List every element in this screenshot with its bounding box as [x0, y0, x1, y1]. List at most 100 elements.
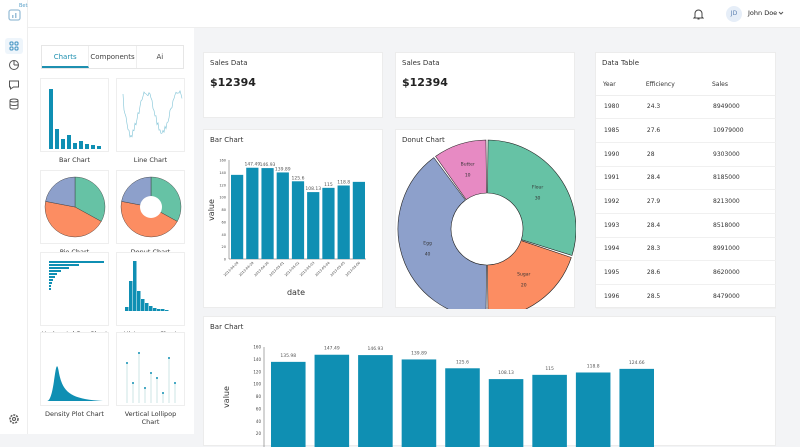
data-label: 139.89: [275, 166, 291, 172]
table-cell: 10979000: [705, 119, 776, 143]
table-row: 1996 28.5 8479000: [596, 285, 776, 309]
pie-chart-icon[interactable]: [8, 59, 20, 71]
gallery-item-density-plot-chart[interactable]: [40, 332, 109, 406]
table-cell: 28.6: [639, 261, 705, 285]
thumbnail-preview: [117, 79, 186, 153]
table-row: 1992 27.9 8213000: [596, 190, 776, 214]
gallery-item-label: Density Plot Chart: [40, 410, 109, 418]
thumb-dot: [162, 392, 164, 394]
thumb-bar: [49, 285, 51, 287]
gallery-item-vertical-lollipop-chart[interactable]: [116, 332, 185, 406]
tab-ai[interactable]: Ai: [137, 46, 183, 68]
thumb-dot: [126, 362, 128, 364]
thumbnail-preview: [41, 79, 110, 153]
bar-chart: 0204060801001201401602013-04-28147.49201…: [204, 130, 384, 309]
thumb-dot: [144, 387, 146, 389]
gallery-item-line-chart[interactable]: [116, 78, 185, 152]
data-label: 124.66: [629, 360, 645, 366]
gallery-tabs: Charts Components Ai: [41, 45, 184, 69]
y-axis-label: value: [207, 199, 216, 221]
y-tick-label: 160: [219, 159, 226, 163]
bar: [489, 379, 524, 447]
card-title: Data Table: [602, 59, 639, 67]
chat-icon[interactable]: [8, 79, 20, 91]
slice-value: 40: [425, 251, 431, 257]
thumb-bar: [49, 288, 51, 290]
avatar[interactable]: JD: [726, 6, 742, 22]
y-tick-label: 20: [222, 245, 226, 249]
card-title: Sales Data: [402, 59, 440, 67]
thumb-bar: [129, 281, 133, 311]
icon-rail: Beta: [0, 0, 28, 434]
bar: [307, 192, 319, 259]
table-cell: 28.5: [639, 285, 705, 309]
x-axis-label: date: [287, 288, 305, 297]
data-label: 125.6: [456, 359, 469, 365]
gallery-item-pie-chart[interactable]: [40, 170, 109, 244]
top-bar: JD John Doe: [28, 0, 800, 28]
tab-components[interactable]: Components: [89, 46, 136, 68]
table-cell: 8185000: [705, 166, 776, 190]
thumbnail-preview: [41, 333, 110, 407]
table-cell: 1995: [596, 261, 639, 285]
bell-icon[interactable]: [693, 8, 704, 20]
data-label: 108.13: [498, 370, 514, 376]
thumb-bar: [49, 267, 69, 269]
bar: [271, 362, 306, 447]
bar: [246, 168, 258, 259]
settings-icon[interactable]: [8, 413, 20, 425]
slice-label: Egg: [423, 240, 432, 246]
data-label: 139.89: [411, 350, 427, 356]
slice-label: Sugar: [517, 272, 530, 278]
thumb-bar: [85, 144, 89, 149]
column-header: Efficiency: [639, 75, 705, 95]
sales-card-2: Sales Data $12394: [395, 52, 575, 118]
y-tick-label: 120: [219, 183, 226, 187]
database-icon[interactable]: [8, 98, 20, 110]
thumb-bar: [49, 273, 57, 275]
thumbnail-preview: [41, 171, 110, 245]
table-cell: 1992: [596, 190, 639, 214]
table-cell: 28.4: [639, 166, 705, 190]
x-tick-label: 2013-05-04: [314, 261, 330, 277]
table-row: 1993 28.4 8518000: [596, 213, 776, 237]
gallery-item-label: Bar Chart: [40, 156, 109, 164]
data-label: 125.6: [292, 175, 305, 181]
thumb-bar: [165, 310, 169, 311]
table-cell: 8213000: [705, 190, 776, 214]
data-label: 146.93: [368, 346, 384, 352]
chevron-down-icon[interactable]: [778, 11, 784, 16]
gallery-item-horizontal-bar-chart[interactable]: [40, 252, 109, 326]
y-tick-label: 120: [253, 369, 261, 374]
thumbnail-preview: [41, 253, 110, 327]
thumb-dot: [174, 382, 176, 384]
gallery-item-bar-chart[interactable]: [40, 78, 109, 152]
bar-chart-card: Bar Chart 0 20 40 60 80 100 120 140 160 2013-04-2…: [203, 129, 383, 308]
thumb-bar: [67, 135, 71, 149]
table-cell: 1990: [596, 142, 639, 166]
slice-value: 10: [465, 173, 471, 179]
tab-charts[interactable]: Charts: [42, 46, 89, 68]
nav-charts[interactable]: [5, 38, 23, 54]
x-tick-label: 2013-05-05: [329, 261, 345, 277]
data-table-card: Data Table Year Efficiency Sales 1980 24.…: [595, 52, 776, 308]
bar: [338, 185, 350, 259]
thumb-bar: [97, 146, 101, 149]
table-cell: 8620000: [705, 261, 776, 285]
y-tick-label: 100: [219, 196, 226, 200]
data-label: 147.49: [324, 346, 340, 352]
table-cell: 1993: [596, 213, 639, 237]
x-tick-label: 2013-05-01: [269, 261, 285, 277]
gallery-item-histogram-chart[interactable]: [116, 252, 185, 326]
data-label: 146.93: [260, 162, 276, 168]
bar: [619, 369, 654, 447]
thumb-bar: [137, 291, 141, 311]
y-tick-label: 80: [222, 208, 226, 212]
user-name[interactable]: John Doe: [748, 9, 777, 17]
gallery-item-donut-chart[interactable]: [116, 170, 185, 244]
thumb-bar: [91, 145, 95, 149]
y-tick-label: 140: [219, 171, 226, 175]
table-row: 1994 28.3 8991000: [596, 237, 776, 261]
bar: [231, 175, 243, 259]
y-tick-label: 40: [222, 233, 226, 237]
